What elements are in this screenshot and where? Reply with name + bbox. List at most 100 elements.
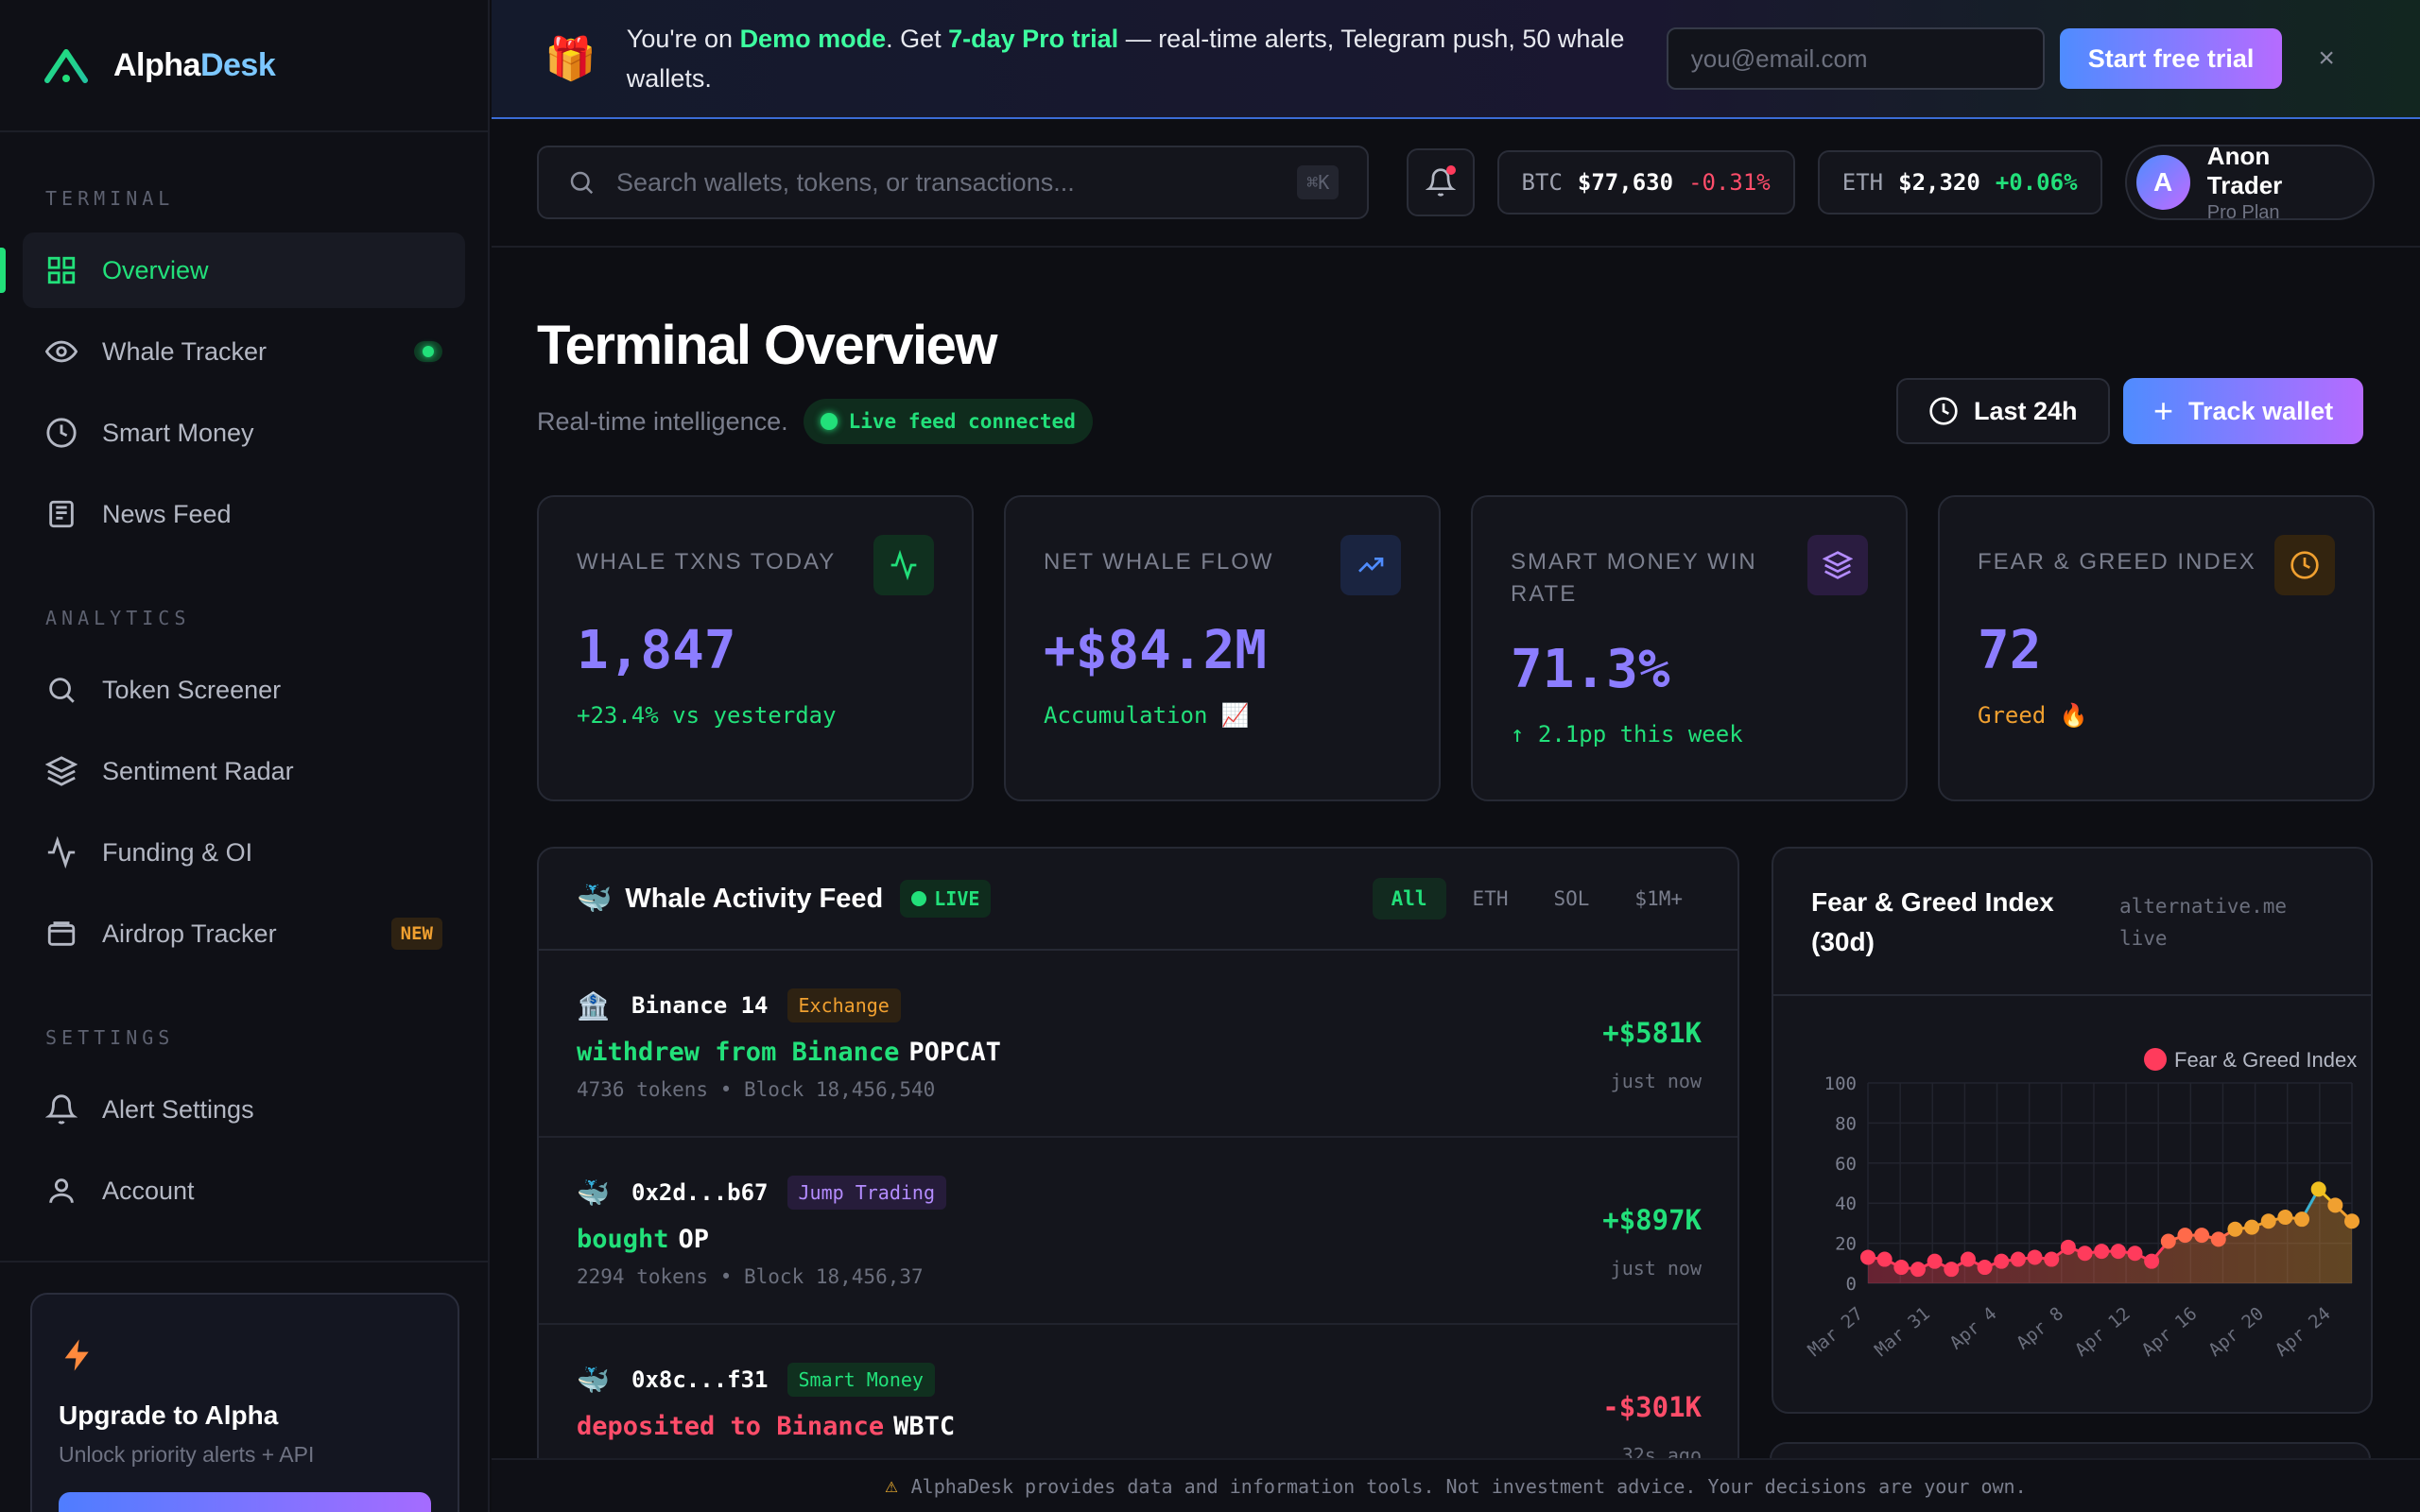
upgrade-button[interactable] [59,1492,431,1512]
wallet-type-icon: 🐳 [577,1365,610,1395]
ticker-change: +0.06% [1995,169,2078,196]
whale-activity-feed: 🐳 Whale Activity Feed LIVE All ETH SOL $… [537,847,1739,1508]
wallet-name[interactable]: Binance 14 [631,992,769,1019]
time-range-button[interactable]: Last 24h [1896,378,2110,444]
wallet-name[interactable]: 0x2d...b67 [631,1179,769,1206]
wallet-tag: Exchange [786,988,901,1022]
stat-value: 71.3% [1511,639,1670,700]
sidebar-item-airdrop-tracker[interactable]: Airdrop Tracker NEW [23,896,465,971]
wallet-icon [45,918,78,950]
stat-subtext: Greed 🔥 [1978,702,2088,729]
stat-card[interactable]: SMART MONEY WIN RATE 71.3% ↑ 2.1pp this we… [1471,495,1908,801]
data-point [1910,1262,1926,1278]
avatar: A [2135,155,2190,210]
user-icon [45,1175,78,1207]
feed-row[interactable]: 🐳 0x8c...f31 Smart Money deposited to Binan… [539,1325,1737,1506]
y-tick-label: 40 [1835,1194,1857,1214]
sidebar-item-account[interactable]: Account [23,1153,465,1228]
sidebar-item-smart-money[interactable]: Smart Money [23,395,465,471]
ticker-eth[interactable]: ETH $2,320 +0.06% [1817,150,2102,215]
clock-icon [2274,535,2335,595]
data-point [2144,1253,2160,1269]
close-icon[interactable]: × [2318,43,2335,74]
x-tick-label: Apr 20 [2204,1303,2268,1361]
sidebar-item-whale-tracker[interactable]: Whale Tracker [23,314,465,389]
series-area [1868,1189,2352,1283]
sidebar-item-overview[interactable]: Overview [0,232,465,308]
sidebar-item-label: Alert Settings [102,1094,254,1124]
gift-icon: 🎁 [544,36,596,82]
feed-time: just now [1610,1070,1702,1092]
data-point [2327,1197,2343,1213]
sidebar-item-news-feed[interactable]: News Feed [23,476,465,552]
eye-icon [45,335,78,368]
x-tick-label: Apr 8 [2013,1303,2067,1354]
data-point [1994,1253,2010,1269]
wallet-type-icon: 🐳 [577,1177,610,1208]
feed-amount: +$581K [1602,1017,1702,1049]
live-badge: LIVE [900,880,992,918]
wallet-tag: Smart Money [786,1363,935,1397]
feed-token[interactable]: WBTC [893,1412,956,1441]
filter-all[interactable]: All [1372,878,1446,919]
ticker-price: $77,630 [1577,169,1674,196]
ticker-btc[interactable]: BTC $77,630 -0.31% [1496,150,1795,215]
feed-time: just now [1610,1257,1702,1280]
upgrade-card[interactable]: Upgrade to Alpha Unlock priority alerts … [30,1293,459,1512]
filter-1m-plus[interactable]: $1M+ [1634,887,1683,910]
data-point [2077,1246,2093,1262]
feed-amount: -$301K [1602,1391,1702,1423]
data-point [1876,1251,1893,1267]
live-feed-badge: Live feed connected [803,399,1093,444]
promo-message: You're on Demo mode. Get 7-day Pro trial… [626,25,1625,93]
brand[interactable]: AlphaDesk [0,0,488,132]
grid-icon [45,254,78,286]
data-point [2094,1244,2110,1260]
feed-meta: 4736 tokens • Block 18,456,540 [577,1078,936,1101]
new-badge: NEW [390,918,442,950]
activity-icon [873,535,934,595]
stat-value: 72 [1978,620,2042,681]
x-tick-label: Apr 12 [2071,1303,2135,1361]
search-shortcut: ⌘K [1297,165,1340,199]
data-point [2177,1228,2193,1244]
sidebar-item-label: Smart Money [102,418,254,447]
track-wallet-button[interactable]: + Track wallet [2123,378,2364,444]
search-placeholder: Search wallets, tokens, or transactions.… [616,167,1075,197]
sidebar-item-alert-settings[interactable]: Alert Settings [23,1072,465,1147]
sidebar-item-label: Funding & OI [102,837,253,867]
main: 🎁 You're on Demo mode. Get 7-day Pro tri… [492,0,2420,1512]
wallet-name[interactable]: 0x8c...f31 [631,1366,769,1393]
data-point [2244,1219,2260,1235]
clock-icon [45,417,78,449]
sidebar-item-funding-oi[interactable]: Funding & OI [23,815,465,890]
bolt-icon [59,1331,431,1383]
feed-token[interactable]: POPCAT [908,1038,1001,1067]
data-point [1893,1260,1910,1276]
feed-row[interactable]: 🏦 Binance 14 Exchange withdrew from Binance… [539,951,1737,1138]
sidebar-item-label: Airdrop Tracker [102,919,277,948]
stat-card[interactable]: WHALE TXNS TODAY 1,847 +23.4% vs yesterday [537,495,974,801]
start-trial-button[interactable]: Start free trial [2059,28,2283,89]
filter-sol[interactable]: SOL [1553,887,1590,910]
search-input[interactable]: Search wallets, tokens, or transactions.… [537,146,1370,219]
notifications-button[interactable] [1407,148,1475,216]
user-plan: Pro Plan [2206,201,2280,223]
whale-icon: 🐳 [577,883,613,915]
page-title: Terminal Overview [537,315,998,376]
sidebar-item-token-screener[interactable]: Token Screener [23,652,465,728]
filter-eth[interactable]: ETH [1472,887,1509,910]
feed-row[interactable]: 🐳 0x2d...b67 Jump Trading bought OP 2294 toke… [539,1138,1737,1325]
sidebar-item-sentiment-radar[interactable]: Sentiment Radar [23,733,465,809]
email-field[interactable] [1666,27,2045,90]
stat-card[interactable]: NET WHALE FLOW +$84.2M Accumulation 📈 [1004,495,1441,801]
feed-token[interactable]: OP [678,1225,710,1254]
data-point [2294,1211,2310,1228]
stat-label: WHALE TXNS TODAY [577,549,837,575]
user-menu[interactable]: A Anon Trader Pro Plan [2124,142,2375,223]
stat-card[interactable]: FEAR & GREED INDEX 72 Greed 🔥 [1938,495,2375,801]
time-range-label: Last 24h [1974,396,2078,425]
sidebar-item-label: Whale Tracker [102,336,268,366]
stat-label: SMART MONEY WIN RATE [1511,549,1757,607]
data-point [2127,1246,2143,1262]
